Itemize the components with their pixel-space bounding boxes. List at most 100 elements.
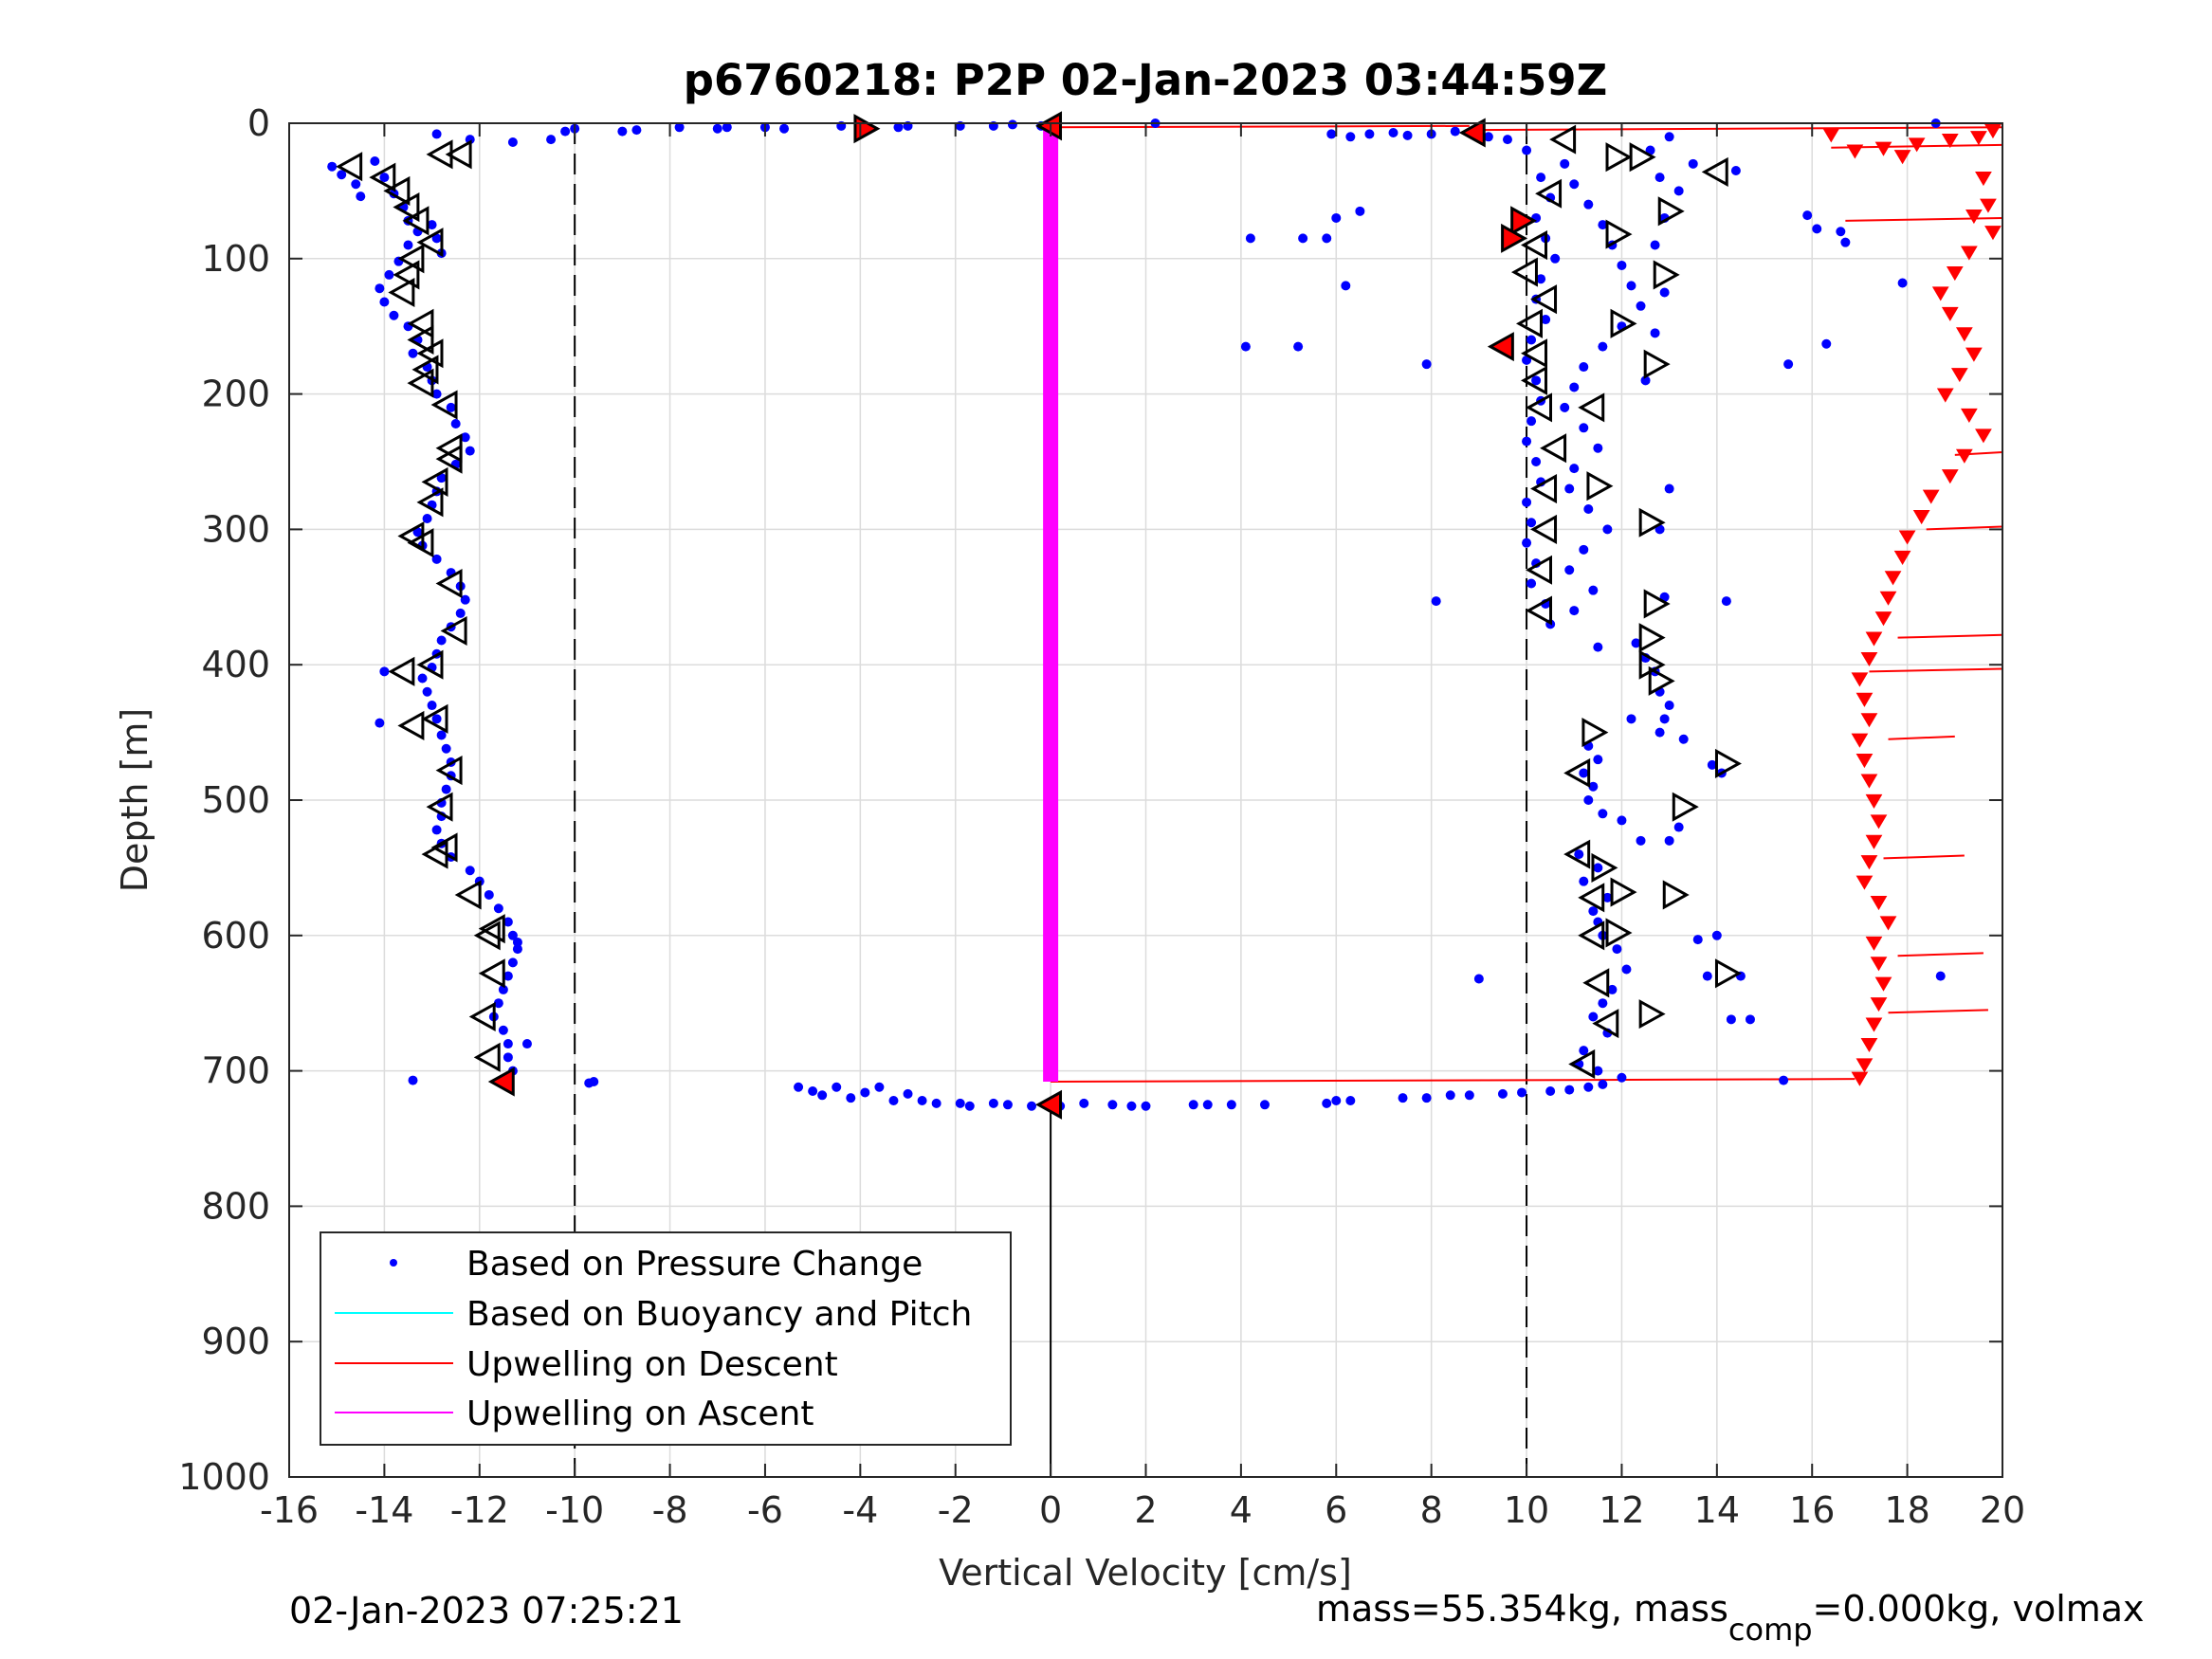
pressure-change-point xyxy=(1402,130,1413,140)
descent-upwelling-point xyxy=(1870,997,1888,1012)
pressure-change-point xyxy=(1569,606,1580,616)
pressure-change-point xyxy=(1574,849,1584,860)
open-triangle-marker xyxy=(1521,229,1547,261)
pressure-change-point xyxy=(1607,984,1618,994)
descent-upwelling-point xyxy=(1893,150,1911,165)
pressure-change-point xyxy=(436,635,447,646)
filled-triangle-marker xyxy=(1035,1089,1063,1120)
descent-upwelling-point xyxy=(1941,469,1959,484)
descent-upwelling-point xyxy=(1965,347,1983,362)
descent-upwelling-point xyxy=(1936,388,1954,403)
open-triangle-marker xyxy=(1701,156,1728,187)
pressure-change-point xyxy=(1598,341,1608,352)
pressure-change-point xyxy=(1541,315,1551,325)
pressure-change-point xyxy=(431,129,442,139)
pressure-change-point xyxy=(1421,1093,1432,1103)
x-tick-label: -2 xyxy=(938,1489,974,1531)
pressure-change-point xyxy=(1564,565,1575,575)
pressure-change-point xyxy=(1522,436,1532,447)
pressure-change-point xyxy=(1659,714,1670,724)
pressure-change-point xyxy=(460,594,470,605)
pressure-change-point xyxy=(1298,233,1308,244)
pressure-change-point xyxy=(1664,132,1674,142)
pressure-change-point xyxy=(1331,1096,1342,1106)
pressure-change-point xyxy=(379,297,390,307)
pressure-change-point xyxy=(436,730,447,740)
open-triangle-marker xyxy=(1563,839,1591,869)
pressure-change-point xyxy=(1450,126,1460,137)
pressure-change-point xyxy=(1497,1088,1508,1099)
pressure-change-point xyxy=(1721,596,1731,607)
pressure-change-point xyxy=(507,930,518,940)
pressure-change-point xyxy=(1188,1100,1198,1110)
descent-upwelling-point xyxy=(1860,713,1878,728)
pressure-change-point xyxy=(1779,1075,1789,1085)
open-triangle-marker xyxy=(1578,392,1605,423)
descent-upwelling-point xyxy=(1856,692,1874,707)
descent-upwelling-point xyxy=(1898,530,1916,545)
pressure-change-point xyxy=(1579,362,1589,373)
descent-upwelling-point xyxy=(1975,172,1992,187)
open-triangle-marker xyxy=(1643,349,1671,379)
x-tick-label: -10 xyxy=(545,1489,604,1531)
pressure-change-point xyxy=(1631,638,1641,648)
pressure-change-point xyxy=(1650,328,1660,338)
pressure-change-point xyxy=(888,1096,899,1106)
pressure-change-point xyxy=(503,1052,513,1063)
pressure-change-point xyxy=(1579,1046,1589,1056)
open-triangle-marker xyxy=(1582,968,1610,998)
descent-upwelling-point xyxy=(1870,896,1888,911)
open-triangle-marker xyxy=(1521,338,1547,369)
open-triangle-marker xyxy=(478,914,505,944)
open-triangle-marker xyxy=(407,528,434,558)
descent-upwelling-point xyxy=(1975,428,1992,444)
pressure-change-point xyxy=(1598,998,1608,1009)
pressure-change-point xyxy=(1612,944,1622,955)
open-triangle-marker xyxy=(1657,196,1685,227)
open-triangle-marker xyxy=(1662,880,1690,910)
y-tick-label: 700 xyxy=(201,1050,270,1092)
pressure-change-point xyxy=(1726,1014,1736,1025)
open-triangle-marker xyxy=(473,921,501,951)
open-triangle-marker xyxy=(1714,958,1742,989)
pressure-change-point xyxy=(1502,135,1512,145)
triangle-marker-series xyxy=(336,111,1742,1120)
open-triangle-marker xyxy=(1643,589,1671,619)
pressure-change-point xyxy=(512,937,522,947)
y-tick-label: 200 xyxy=(201,374,270,415)
x-tick-label: 18 xyxy=(1884,1489,1929,1531)
pressure-change-point xyxy=(1650,240,1660,250)
pressure-change-point xyxy=(832,1082,842,1092)
pressure-change-point xyxy=(327,161,338,172)
pressure-change-point xyxy=(422,513,432,523)
open-triangle-marker xyxy=(440,615,467,647)
pressure-change-point xyxy=(375,718,385,728)
pressure-change-point xyxy=(1711,930,1722,940)
descent-upwelling-point xyxy=(1865,631,1883,647)
pressure-change-point xyxy=(794,1082,804,1092)
pressure-change-point xyxy=(1593,863,1603,873)
x-tick-label: 6 xyxy=(1325,1489,1347,1531)
pressure-change-point xyxy=(1564,1085,1575,1095)
pressure-change-point xyxy=(503,971,513,981)
open-triangle-marker xyxy=(388,656,415,686)
pressure-change-point xyxy=(779,123,790,134)
descent-upwelling-line xyxy=(1883,854,1965,860)
pressure-change-point xyxy=(1522,497,1532,507)
descent-upwelling-point xyxy=(1950,368,1968,383)
open-triangle-marker xyxy=(1610,308,1637,338)
x-axis-label: Vertical Velocity [cm/s] xyxy=(939,1552,1352,1594)
pressure-change-point xyxy=(1579,423,1589,433)
descent-upwelling-point xyxy=(1980,198,1997,213)
pressure-change-point xyxy=(808,1086,818,1097)
y-tick-label: 900 xyxy=(201,1321,270,1362)
pressure-change-point xyxy=(465,866,475,876)
descent-upwelling-point xyxy=(1931,286,1949,301)
pressure-change-point xyxy=(560,126,571,137)
footer-mass-text: mass=55.354kg, masscomp=0.000kg, volmax xyxy=(1316,1588,2145,1648)
pressure-change-point xyxy=(1331,212,1342,223)
descent-upwelling-point xyxy=(1865,793,1883,809)
pressure-change-point xyxy=(1545,1086,1556,1097)
pressure-change-point xyxy=(1355,206,1365,216)
pressure-change-point xyxy=(917,1096,927,1106)
